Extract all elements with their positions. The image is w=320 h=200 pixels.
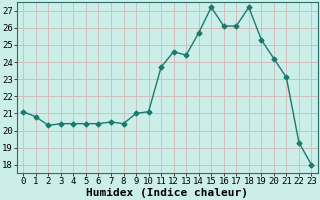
X-axis label: Humidex (Indice chaleur): Humidex (Indice chaleur) [86, 188, 248, 198]
